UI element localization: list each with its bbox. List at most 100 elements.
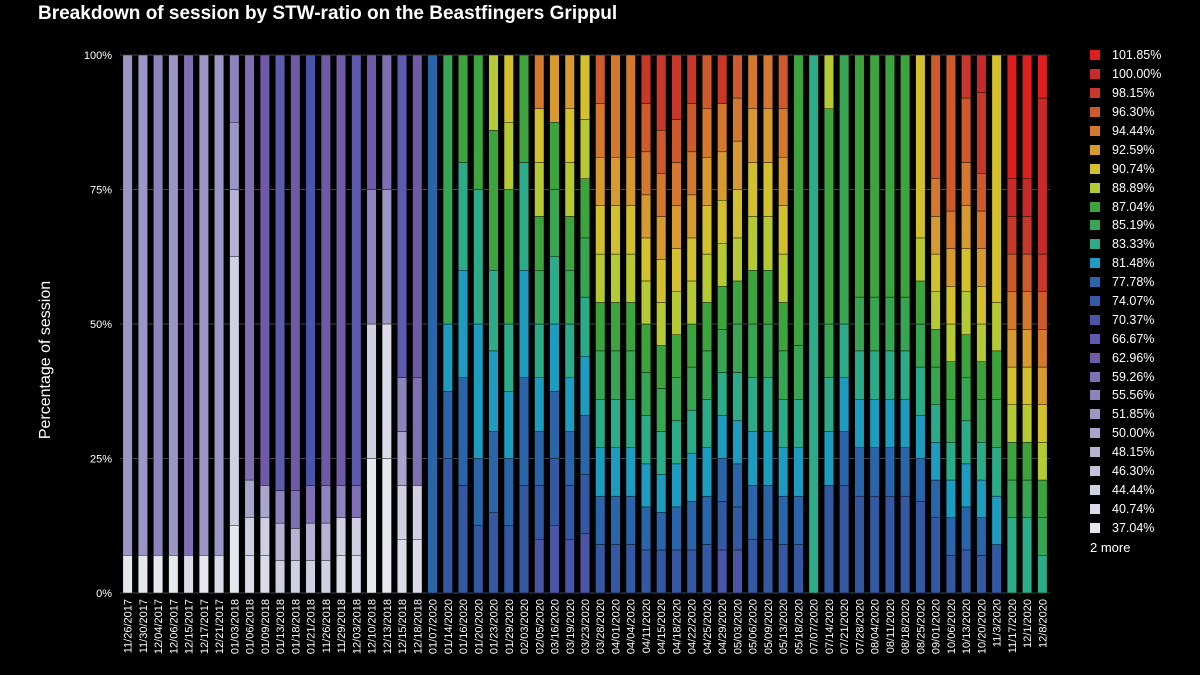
- bar-segment: [488, 431, 499, 513]
- legend-item[interactable]: 66.67%: [1090, 329, 1198, 348]
- bar-segment: [1006, 216, 1017, 255]
- bar-segment: [686, 409, 697, 454]
- bar-segment: [366, 323, 377, 459]
- legend-item[interactable]: 46.30%: [1090, 462, 1198, 481]
- legend-item[interactable]: 37.04%: [1090, 518, 1198, 537]
- legend-item[interactable]: 92.59%: [1090, 140, 1198, 159]
- legend-item[interactable]: 101.85%: [1090, 46, 1198, 65]
- bar-segment: [473, 54, 484, 190]
- bar-segment: [717, 458, 728, 502]
- legend-label: 59.26%: [1112, 369, 1155, 384]
- bar-segment: [122, 555, 133, 594]
- bar-segment: [122, 54, 133, 556]
- legend-swatch: [1090, 239, 1100, 250]
- bar-segment: [945, 399, 956, 443]
- legend-swatch: [1090, 69, 1100, 80]
- legend-item[interactable]: 50.00%: [1090, 424, 1198, 443]
- legend-more-link[interactable]: 2 more: [1090, 540, 1131, 556]
- bar-segment: [961, 463, 972, 508]
- bar-segment: [305, 560, 316, 594]
- legend-item[interactable]: 55.56%: [1090, 386, 1198, 405]
- bar-segment: [656, 512, 667, 551]
- bar-segment: [381, 189, 392, 325]
- bar-segment: [290, 528, 301, 561]
- legend-label: 74.07%: [1112, 294, 1155, 309]
- bar-segment: [153, 54, 164, 556]
- bar-segment: [564, 216, 575, 271]
- legend-item[interactable]: 94.44%: [1090, 122, 1198, 141]
- bar-segment: [702, 253, 712, 303]
- bar-segment: [1006, 404, 1017, 443]
- bar-segment: [854, 350, 865, 400]
- bar-segment: [1022, 329, 1033, 368]
- legend-item[interactable]: 85.19%: [1090, 216, 1198, 235]
- bar-segment: [915, 366, 926, 416]
- y-tick-label: 50%: [90, 319, 112, 331]
- bar-segment: [732, 549, 743, 594]
- bar-segment: [610, 350, 621, 400]
- bar-segment: [641, 372, 651, 416]
- legend-swatch: [1090, 220, 1100, 231]
- bar-segment: [930, 479, 941, 518]
- bar-segment: [717, 54, 728, 104]
- legend-swatch: [1090, 182, 1100, 193]
- bar-segment: [259, 54, 270, 486]
- bar-segment: [580, 54, 590, 120]
- bar-segment: [930, 442, 941, 481]
- bar-segment: [839, 431, 850, 486]
- legend-swatch: [1090, 126, 1100, 136]
- bar-segment: [1006, 329, 1017, 368]
- bar-segment: [656, 259, 667, 303]
- legend-item[interactable]: 40.74%: [1090, 499, 1198, 518]
- bar-segment: [717, 415, 728, 459]
- bar-segment: [1006, 253, 1017, 292]
- bar-segment: [686, 323, 697, 368]
- bar-segment: [976, 555, 987, 594]
- bar-segment: [1037, 366, 1048, 405]
- bar-segment: [717, 372, 728, 416]
- bar-segment: [961, 205, 972, 249]
- bar-segment: [534, 377, 545, 432]
- legend-item[interactable]: 48.15%: [1090, 443, 1198, 462]
- legend-item[interactable]: 100.00%: [1090, 65, 1198, 84]
- bar-segment: [275, 54, 286, 491]
- bar-segment: [656, 216, 667, 260]
- legend-item[interactable]: 62.96%: [1090, 348, 1198, 367]
- bar-segment: [884, 447, 895, 497]
- legend-item[interactable]: 51.85%: [1090, 405, 1198, 424]
- x-axis-ticks: 11/26/2017 11/30/2017 12/04/2017 12/06/2017…: [123, 599, 1050, 654]
- legend-item[interactable]: 87.04%: [1090, 197, 1198, 216]
- bar-segment: [793, 495, 804, 545]
- legend-item[interactable]: 74.07%: [1090, 292, 1198, 311]
- legend-item[interactable]: 77.78%: [1090, 273, 1198, 292]
- bar-segment: [854, 399, 865, 448]
- bar-segment: [824, 54, 834, 109]
- bar-segment: [686, 103, 697, 153]
- legend-item[interactable]: 83.33%: [1090, 235, 1198, 254]
- bar-segment: [275, 560, 286, 594]
- bar-segment: [610, 253, 621, 303]
- legend-item[interactable]: 70.37%: [1090, 310, 1198, 329]
- legend-label: 92.59%: [1112, 142, 1155, 157]
- bar-segment: [458, 377, 468, 486]
- legend-swatch: [1090, 163, 1100, 174]
- bar-segment: [336, 54, 346, 486]
- bar-segment: [473, 189, 484, 325]
- bar-segment: [656, 388, 667, 432]
- legend-swatch: [1090, 296, 1100, 307]
- legend-item[interactable]: 90.74%: [1090, 159, 1198, 178]
- bar-segment: [869, 495, 880, 594]
- legend-item[interactable]: 96.30%: [1090, 103, 1198, 122]
- legend-item[interactable]: 81.48%: [1090, 254, 1198, 273]
- y-tick-label: 100%: [84, 50, 112, 62]
- legend-item[interactable]: 88.89%: [1090, 178, 1198, 197]
- x-tick-label: 05/13/2020: [778, 599, 790, 654]
- bar-segment: [183, 555, 194, 594]
- bar-segment: [519, 162, 529, 271]
- legend-item[interactable]: 98.15%: [1090, 84, 1198, 103]
- legend-item[interactable]: 59.26%: [1090, 367, 1198, 386]
- legend-swatch: [1090, 258, 1100, 269]
- bar-segment: [824, 431, 834, 486]
- bar-segment: [778, 399, 789, 448]
- legend-item[interactable]: 44.44%: [1090, 480, 1198, 499]
